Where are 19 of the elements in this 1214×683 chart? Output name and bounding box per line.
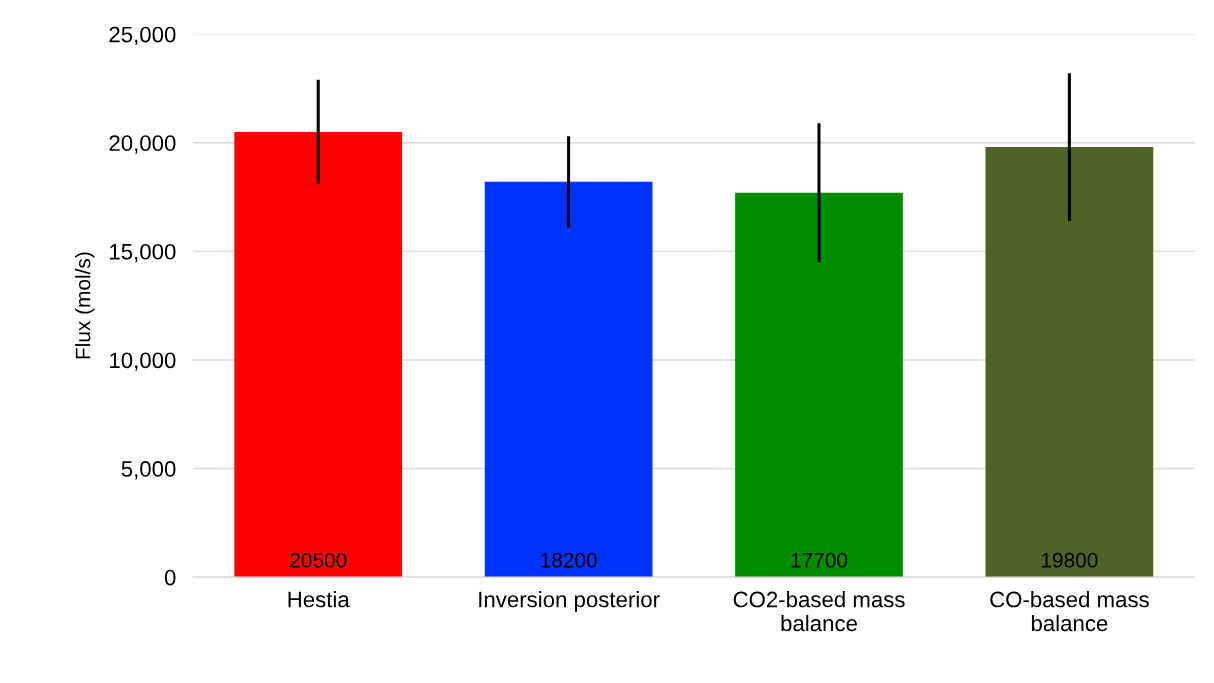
x-tick-label: CO2-based mass balance	[733, 591, 905, 632]
x-tick-label: CO-based mass balance	[990, 591, 1149, 632]
bar	[735, 192, 903, 578]
y-tick-label: 0	[164, 569, 176, 586]
bar	[985, 147, 1154, 578]
bar	[484, 181, 653, 578]
data-label: 17700	[791, 552, 848, 568]
y-tick-label: 15,000	[110, 243, 176, 263]
y-axis-title: Flux (mol/s)	[75, 252, 95, 359]
y-tick-label: 10,000	[110, 352, 176, 371]
bar	[234, 131, 403, 578]
x-tick-label: Inversion posterior	[479, 591, 660, 612]
data-label: 18200	[541, 552, 597, 568]
y-tick-label: 25,000	[109, 26, 176, 46]
y-tick-label: 20,000	[109, 135, 176, 154]
data-label: 19800	[1042, 552, 1098, 568]
x-tick-label: Hestia	[288, 591, 350, 608]
y-tick-label: 5,000	[121, 461, 176, 480]
data-label: 20500	[290, 552, 347, 568]
